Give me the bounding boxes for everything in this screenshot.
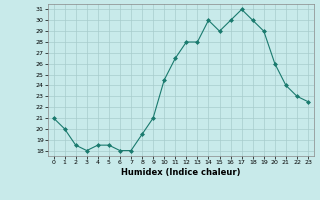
X-axis label: Humidex (Indice chaleur): Humidex (Indice chaleur) (121, 168, 241, 177)
